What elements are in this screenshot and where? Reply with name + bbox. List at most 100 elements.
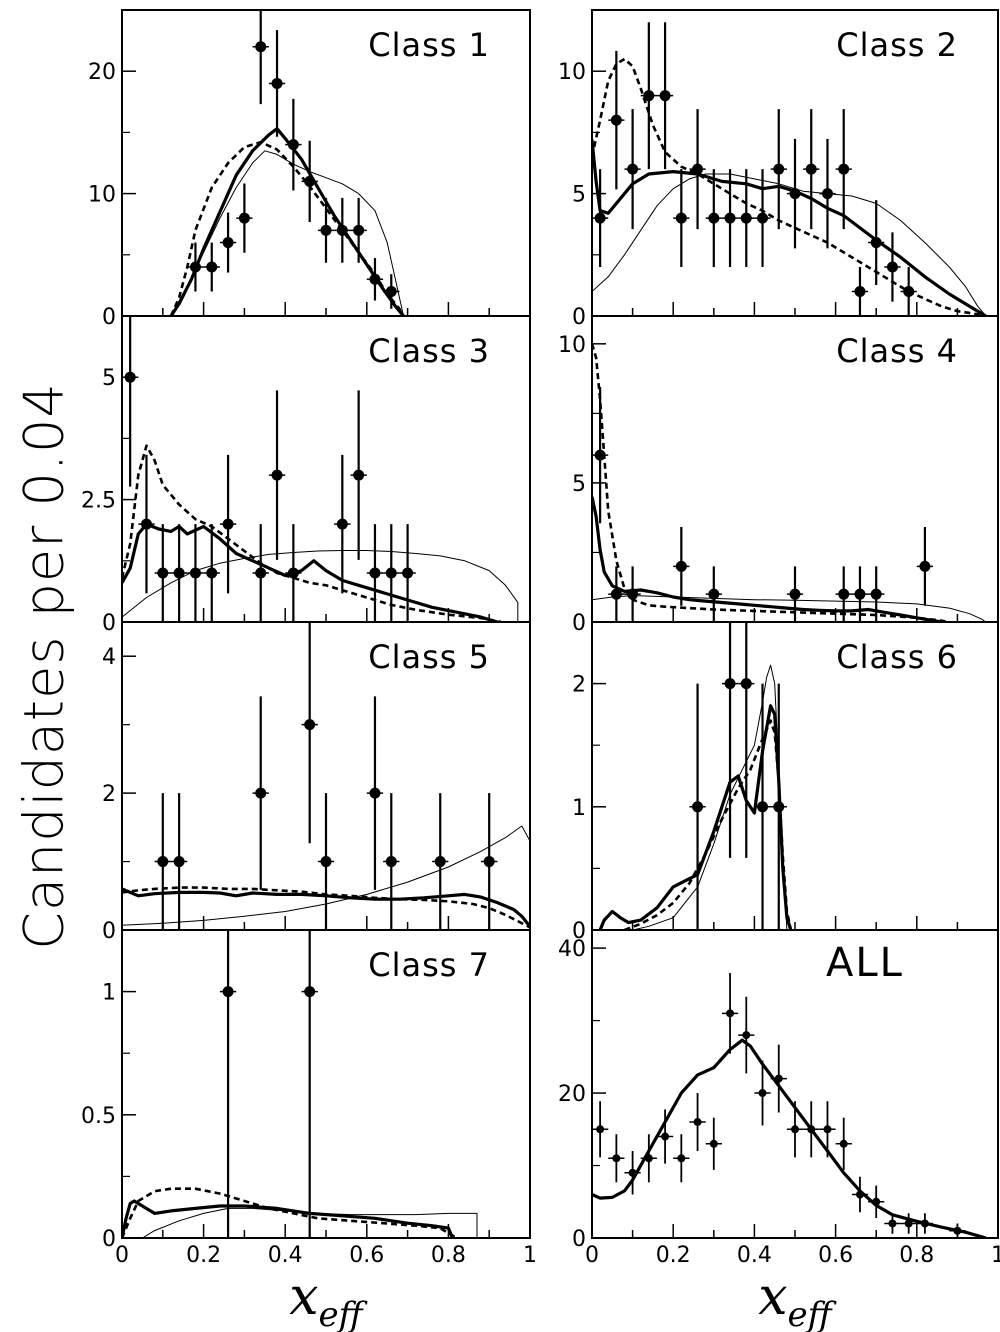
data-point xyxy=(594,212,606,224)
data-point xyxy=(173,856,185,868)
data-point xyxy=(434,856,446,868)
y-tick-label: 0 xyxy=(572,305,586,330)
data-point xyxy=(157,567,169,579)
y-tick-label: 0 xyxy=(572,919,586,944)
data-point xyxy=(238,212,250,224)
data-point xyxy=(807,1125,816,1134)
panel-frame xyxy=(591,929,999,1239)
y-tick-label: 0 xyxy=(102,1227,116,1252)
y-tick-label: 20 xyxy=(558,1082,586,1107)
x-tick-label: 0.4 xyxy=(737,1243,772,1268)
x-tick-label: 1 xyxy=(523,1243,537,1268)
data-point xyxy=(255,567,267,579)
y-tick-label: 2 xyxy=(572,673,586,698)
y-axis-label: Candidates per 0.04 xyxy=(12,382,76,950)
data-point xyxy=(789,188,801,200)
data-point xyxy=(369,273,381,285)
data-point xyxy=(304,175,316,187)
data-point xyxy=(255,787,267,799)
data-point xyxy=(888,1219,897,1228)
data-points xyxy=(219,930,318,1238)
panel-2: 0 5 10 Class 2 xyxy=(558,9,999,330)
y-tick-label: 0 xyxy=(102,305,116,330)
data-point xyxy=(610,588,622,600)
y-tick-label: 10 xyxy=(558,333,586,358)
y-tick-label: 1 xyxy=(572,796,586,821)
data-point xyxy=(385,856,397,868)
data-point xyxy=(612,1154,621,1163)
panel-4: 0 5 10 Class 4 xyxy=(558,315,999,636)
data-point xyxy=(838,163,850,175)
data-points xyxy=(122,316,416,622)
data-point xyxy=(677,1154,686,1163)
panel-1: 0 10 20 Class 1 xyxy=(88,9,531,330)
data-point xyxy=(596,1125,605,1134)
x-tick-label: 0.2 xyxy=(186,1243,221,1268)
x-axis-label-main: x xyxy=(758,1267,787,1327)
curves xyxy=(598,664,793,930)
panel-title: ALL xyxy=(826,940,904,986)
data-point xyxy=(353,224,365,236)
data-point xyxy=(789,588,801,600)
data-point xyxy=(724,678,736,690)
data-point xyxy=(644,1154,653,1163)
data-point xyxy=(659,90,671,102)
y-tick-label: 0.5 xyxy=(81,1104,116,1129)
data-point xyxy=(724,212,736,224)
data-point xyxy=(320,224,332,236)
panel-title: Class 1 xyxy=(368,26,490,64)
data-point xyxy=(124,371,136,383)
x-tick-label: 0.6 xyxy=(349,1243,384,1268)
data-point xyxy=(692,163,704,175)
curve-thin xyxy=(592,595,987,622)
data-point xyxy=(222,237,234,249)
data-point xyxy=(708,212,720,224)
data-point xyxy=(402,567,414,579)
curve-dashed xyxy=(122,886,530,929)
panel-title: Class 4 xyxy=(836,332,958,370)
data-point xyxy=(206,261,218,273)
data-points xyxy=(689,622,787,930)
data-point xyxy=(773,801,785,813)
data-point xyxy=(271,77,283,89)
data-point xyxy=(854,286,866,298)
data-point xyxy=(610,114,622,126)
data-point xyxy=(758,1089,767,1098)
data-point xyxy=(369,567,381,579)
data-point xyxy=(287,567,299,579)
curve-thick xyxy=(122,1199,454,1238)
curve-thick xyxy=(592,1038,987,1238)
data-point xyxy=(872,1197,881,1206)
data-points xyxy=(154,622,498,930)
y-tick-label: 1 xyxy=(102,981,116,1006)
panel-6: 0 1 2 Class 6 xyxy=(572,621,999,944)
data-point xyxy=(385,567,397,579)
data-point xyxy=(740,212,752,224)
curves xyxy=(592,1038,987,1238)
data-point xyxy=(692,801,704,813)
curve-thick xyxy=(592,496,942,622)
curve-thin xyxy=(122,825,530,926)
curve-dashed xyxy=(122,444,502,622)
y-tick-label: 2.5 xyxy=(81,489,116,514)
data-point xyxy=(628,1168,637,1177)
data-point xyxy=(903,286,915,298)
data-point xyxy=(791,1125,799,1134)
curves xyxy=(122,1187,478,1238)
panel-title: Class 6 xyxy=(836,638,958,676)
data-point xyxy=(385,286,397,298)
panel-title: Class 7 xyxy=(368,946,490,984)
data-point xyxy=(693,1118,702,1127)
x-axis-label: xeff xyxy=(289,1267,367,1332)
y-tick-label: 0 xyxy=(102,919,116,944)
data-point xyxy=(886,261,898,273)
data-point xyxy=(708,588,720,600)
data-point xyxy=(870,237,882,249)
y-tick-label: 20 xyxy=(88,60,116,85)
data-point xyxy=(726,1009,735,1018)
y-tick-label: 5 xyxy=(572,183,586,208)
data-point xyxy=(855,1190,864,1199)
data-point xyxy=(287,139,299,151)
data-point xyxy=(483,856,495,868)
data-point xyxy=(206,567,218,579)
